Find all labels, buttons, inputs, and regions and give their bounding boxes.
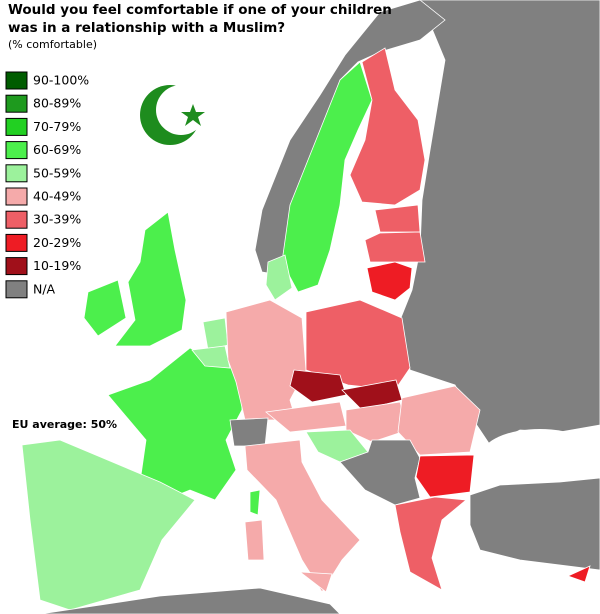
- title-line: Would you feel comfortable if one of you…: [8, 2, 392, 18]
- legend-swatch: [5, 210, 28, 229]
- czechia: [289, 369, 347, 403]
- legend-label: 60-69%: [33, 142, 81, 157]
- bulgaria: [415, 454, 475, 498]
- black-sea: [482, 429, 598, 481]
- netherlands: [202, 317, 229, 351]
- denmark: [265, 254, 293, 301]
- legend-swatch: [5, 280, 28, 299]
- legend: 90-100% 80-89% 70-79% 60-69% 50-59% 40-49% 30-…: [5, 71, 89, 299]
- cyprus: [566, 565, 591, 583]
- sweden: [281, 61, 373, 293]
- legend-swatch: [5, 94, 28, 113]
- switzerland: [229, 417, 269, 447]
- legend-label: 20-29%: [33, 235, 81, 250]
- legend-swatch: [5, 117, 28, 136]
- romania: [397, 385, 481, 456]
- finland: [349, 47, 426, 206]
- estonia: [374, 204, 421, 233]
- legend-swatch: [5, 164, 28, 183]
- land-gray: [399, 0, 600, 446]
- lithuania: [366, 261, 413, 301]
- title-line: was in a relationship with a Muslim?: [8, 20, 285, 36]
- turkey: [469, 477, 600, 571]
- landmass: [21, 0, 600, 614]
- legend-label: 70-79%: [33, 119, 81, 134]
- legend-label: 80-89%: [33, 96, 81, 111]
- ireland: [83, 279, 127, 337]
- legend-swatch: [5, 257, 28, 276]
- star: [181, 104, 205, 126]
- legend-label: 90-100%: [33, 73, 89, 88]
- emblem: [140, 85, 206, 145]
- legend-swatch: [5, 233, 28, 252]
- legend-label: 10-19%: [33, 258, 81, 273]
- crescent-cut: [156, 85, 206, 135]
- subtitle: (% comfortable): [8, 38, 97, 51]
- sardinia: [244, 519, 265, 561]
- latvia: [364, 231, 426, 263]
- sicily: [298, 571, 333, 593]
- belgium: [191, 345, 231, 369]
- legend-label: 40-49%: [33, 189, 81, 204]
- greece: [394, 496, 467, 591]
- italy: [244, 439, 361, 593]
- legend-label: 50-59%: [33, 165, 81, 180]
- hungary: [345, 401, 409, 443]
- legend-swatch: [5, 71, 28, 90]
- legend-label: N/A: [33, 281, 56, 296]
- corsica: [249, 489, 261, 516]
- annotation: EU average: 50%: [12, 418, 117, 431]
- legend-swatch: [5, 141, 28, 160]
- legend-swatch: [5, 187, 28, 206]
- legend-label: 30-39%: [33, 212, 81, 227]
- united-kingdom: [114, 211, 187, 347]
- africa: [39, 587, 341, 614]
- spain-portugal: [21, 439, 196, 611]
